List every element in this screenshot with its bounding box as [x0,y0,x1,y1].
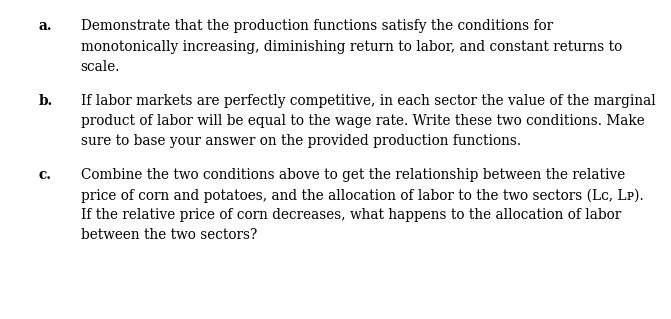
Text: monotonically increasing, diminishing return to labor, and constant returns to: monotonically increasing, diminishing re… [81,40,622,54]
Text: c.: c. [39,168,52,182]
Text: between the two sectors?: between the two sectors? [81,228,257,242]
Text: a.: a. [39,19,52,33]
Text: Combine the two conditions above to get the relationship between the relative: Combine the two conditions above to get … [81,168,625,182]
Text: scale.: scale. [81,60,120,74]
Text: If the relative price of corn decreases, what happens to the allocation of labor: If the relative price of corn decreases,… [81,208,621,222]
Text: b.: b. [39,94,53,108]
Text: product of labor will be equal to the wage rate. Write these two conditions. Mak: product of labor will be equal to the wa… [81,114,644,128]
Text: sure to base your answer on the provided production functions.: sure to base your answer on the provided… [81,134,521,148]
Text: If labor markets are perfectly competitive, in each sector the value of the marg: If labor markets are perfectly competiti… [81,94,656,108]
Text: Demonstrate that the production functions satisfy the conditions for: Demonstrate that the production function… [81,19,553,33]
Text: price of corn and potatoes, and the allocation of labor to the two sectors (Lᴄ, : price of corn and potatoes, and the allo… [81,188,643,203]
